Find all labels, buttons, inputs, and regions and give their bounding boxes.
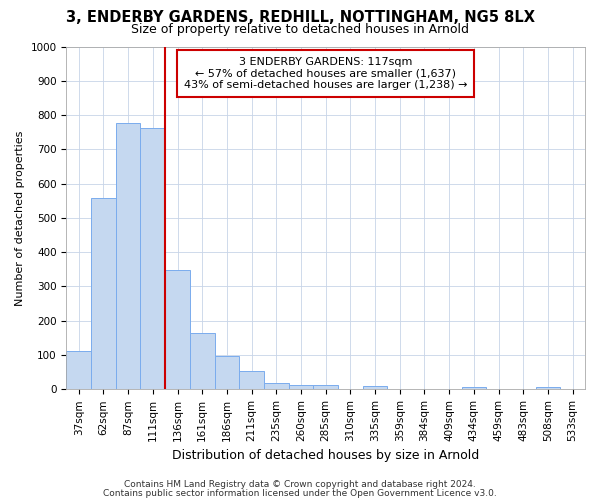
Y-axis label: Number of detached properties: Number of detached properties	[15, 130, 25, 306]
Bar	[264, 383, 289, 390]
Bar	[165, 270, 190, 390]
Text: 3, ENDERBY GARDENS, REDHILL, NOTTINGHAM, NG5 8LX: 3, ENDERBY GARDENS, REDHILL, NOTTINGHAM,…	[65, 10, 535, 25]
Bar	[215, 356, 239, 390]
Bar	[461, 386, 486, 390]
Text: 3 ENDERBY GARDENS: 117sqm
← 57% of detached houses are smaller (1,637)
43% of se: 3 ENDERBY GARDENS: 117sqm ← 57% of detac…	[184, 57, 467, 90]
Bar	[67, 351, 91, 390]
Bar	[116, 122, 140, 390]
Text: Size of property relative to detached houses in Arnold: Size of property relative to detached ho…	[131, 22, 469, 36]
Bar	[289, 384, 313, 390]
Bar	[313, 384, 338, 390]
Text: Contains HM Land Registry data © Crown copyright and database right 2024.: Contains HM Land Registry data © Crown c…	[124, 480, 476, 489]
Bar	[363, 386, 388, 390]
Bar	[140, 128, 165, 390]
Text: Contains public sector information licensed under the Open Government Licence v3: Contains public sector information licen…	[103, 488, 497, 498]
Bar	[91, 198, 116, 390]
Bar	[190, 333, 215, 390]
X-axis label: Distribution of detached houses by size in Arnold: Distribution of detached houses by size …	[172, 450, 479, 462]
Bar	[239, 372, 264, 390]
Bar	[536, 386, 560, 390]
